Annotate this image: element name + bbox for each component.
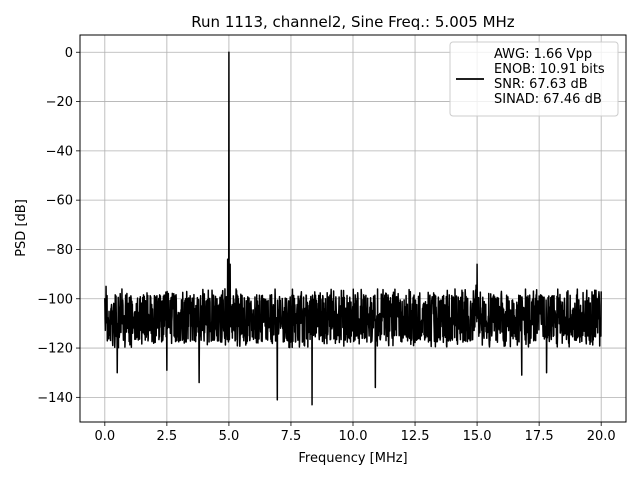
- chart-title: Run 1113, channel2, Sine Freq.: 5.005 MH…: [191, 13, 515, 31]
- x-axis: 0.0 2.5 5.0 7.5 10.0 12.5 15.0 17.5 20.0: [94, 422, 616, 444]
- legend-box: [449, 41, 619, 117]
- x-axis-label: Frequency [MHz]: [298, 451, 407, 466]
- y-tick-label: −60: [46, 194, 73, 209]
- x-tick-label: 0.0: [94, 429, 115, 444]
- y-axis: 0 −20 −40 −60 −80 −100 −120 −140: [37, 46, 80, 406]
- legend-entry-line: SNR: 67.63 dB: [494, 77, 588, 92]
- y-tick-label: −80: [46, 243, 73, 258]
- legend-entry-line: SINAD: 67.46 dB: [494, 92, 602, 107]
- y-tick-label: −20: [46, 95, 73, 110]
- x-tick-label: 10.0: [339, 429, 368, 444]
- x-tick-label: 20.0: [587, 429, 616, 444]
- y-tick-label: 0: [65, 46, 73, 61]
- x-tick-label: 2.5: [157, 429, 178, 444]
- x-tick-label: 7.5: [281, 429, 302, 444]
- x-tick-label: 17.5: [525, 429, 554, 444]
- legend-entry-line: AWG: 1.66 Vpp: [494, 47, 592, 62]
- x-tick-label: 12.5: [401, 429, 430, 444]
- x-tick-label: 15.0: [463, 429, 492, 444]
- y-tick-label: −40: [46, 144, 73, 159]
- y-axis-label: PSD [dB]: [14, 199, 29, 257]
- legend-entry-line: ENOB: 10.91 bits: [494, 62, 605, 77]
- y-tick-label: −100: [37, 292, 73, 307]
- series-layer: [104, 51, 602, 406]
- y-tick-label: −140: [37, 391, 73, 406]
- x-tick-label: 5.0: [219, 429, 240, 444]
- psd-series-line: [104, 51, 602, 406]
- y-tick-label: −120: [37, 342, 73, 357]
